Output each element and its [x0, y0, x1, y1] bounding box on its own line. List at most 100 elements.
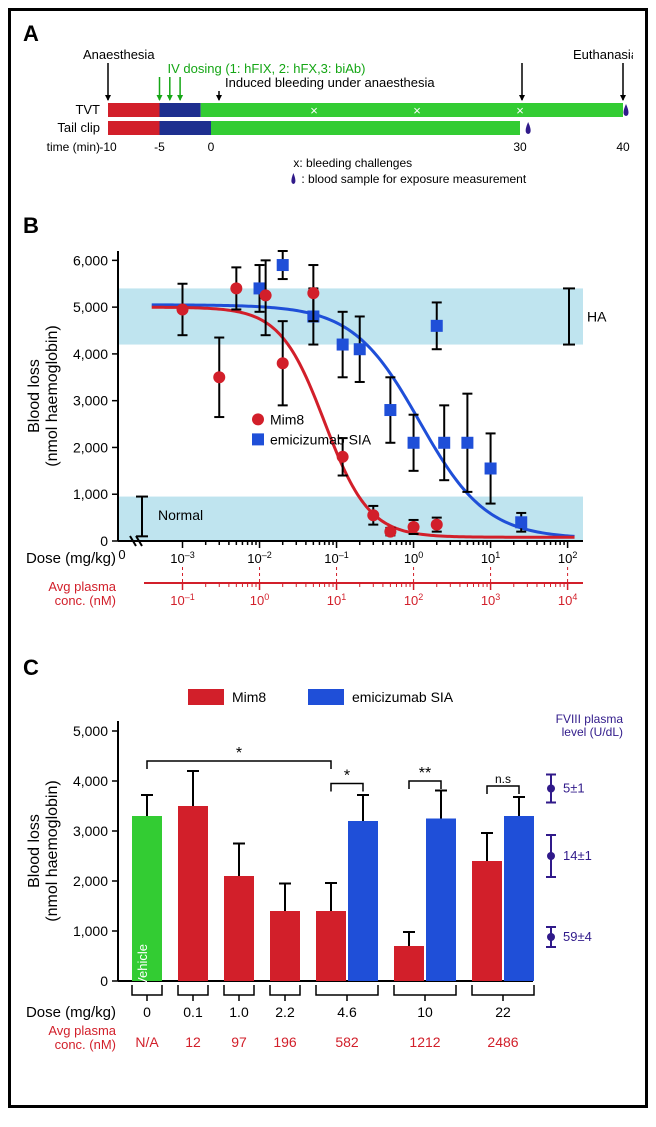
conc-tick-label: 104 [558, 592, 577, 608]
legend-mim8-label: Mim8 [270, 411, 304, 427]
group-bracket [394, 985, 456, 995]
mim8-point [277, 357, 289, 369]
blood-drop-icon [526, 122, 531, 134]
group-bracket [224, 985, 254, 995]
legend-mim8-label: Mim8 [232, 689, 266, 705]
y-tick-label: 3,000 [73, 823, 108, 839]
conc-value: N/A [135, 1034, 159, 1050]
sig-bracket [331, 784, 363, 792]
sig-label: * [236, 745, 242, 762]
bleed-challenge-x: × [516, 103, 524, 118]
x-tick-label: 10–1 [324, 550, 348, 566]
dose-tick-label: 2.2 [275, 1004, 295, 1020]
mim8-point [230, 282, 242, 294]
fviii-value: 59±4 [563, 929, 592, 944]
conc-axis-label: Avg plasmaconc. (nM) [48, 579, 116, 608]
panel-b-label: B [23, 213, 39, 238]
mim8-point [367, 509, 379, 521]
panel-b: B 01,0002,0003,0004,0005,0006,000Blood l… [23, 213, 633, 649]
conc-tick-label: 100 [250, 592, 269, 608]
label-anaesthesia: Anaesthesia [83, 47, 155, 62]
fviii-axis-label: FVIII plasmalevel (U/dL) [556, 712, 624, 739]
bar-mim8 [270, 911, 300, 981]
conc-value: 12 [185, 1034, 201, 1050]
sig-label: n.s [495, 772, 511, 786]
dose-axis-label: Dose (mg/kg) [26, 1004, 116, 1021]
conc-value: 1212 [409, 1034, 440, 1050]
ha-band [118, 288, 583, 344]
time-tick: -5 [154, 140, 165, 154]
group-bracket [270, 985, 300, 995]
time-tick: -10 [99, 140, 117, 154]
legend-emi-swatch [308, 689, 344, 705]
emi-point [408, 437, 420, 449]
timeline-segment [160, 103, 201, 117]
y-tick-label: 1,000 [73, 486, 108, 502]
group-bracket [472, 985, 534, 995]
sig-bracket [487, 786, 519, 794]
bar-mim8 [178, 806, 208, 981]
bar-mim8 [316, 911, 346, 981]
y-tick-label: 3,000 [73, 393, 108, 409]
x-tick-label: 102 [558, 550, 577, 566]
timeline-segment [108, 103, 160, 117]
timeline-segment [211, 121, 520, 135]
conc-axis-label: Avg plasmaconc. (nM) [48, 1023, 116, 1052]
time-tick: 40 [616, 140, 630, 154]
conc-tick-label: 103 [481, 592, 500, 608]
dose-tick-label: 4.6 [337, 1004, 357, 1020]
mim8-point [384, 526, 396, 538]
bar-mim8 [394, 946, 424, 981]
y-tick-label: 1,000 [73, 923, 108, 939]
fviii-value: 14±1 [563, 848, 592, 863]
emi-point [277, 259, 289, 271]
conc-tick-label: 102 [404, 592, 423, 608]
time-axis-label: time (min) [47, 140, 100, 154]
iv-arrowhead [167, 95, 173, 101]
fviii-value: 5±1 [563, 781, 585, 796]
dose-tick-label: 0.1 [183, 1004, 203, 1020]
y-tick-label: 4,000 [73, 346, 108, 362]
blood-drop-icon [291, 173, 295, 184]
bleed-challenge-x: × [413, 103, 421, 118]
y-axis-label: Blood loss(nmol haemoglobin) [26, 780, 61, 921]
emi-point [461, 437, 473, 449]
label-induced-bleeding: Induced bleeding under anaesthesia [225, 75, 435, 90]
fviii-point [547, 852, 555, 860]
dose-axis-label: Dose (mg/kg) [26, 550, 116, 567]
sig-label: ** [419, 765, 431, 782]
y-tick-label: 2,000 [73, 439, 108, 455]
row-tail-label: Tail clip [57, 120, 100, 135]
row-tvt-label: TVT [75, 102, 100, 117]
mim8-point [431, 519, 443, 531]
legend-mim8-swatch [188, 689, 224, 705]
panel-c-svg: Mim8emicizumab SIA01,0002,0003,0004,0005… [23, 681, 633, 1091]
arrowhead [216, 95, 222, 101]
group-bracket [178, 985, 208, 995]
panel-b-svg: 01,0002,0003,0004,0005,0006,000Blood los… [23, 239, 633, 649]
time-tick: 30 [513, 140, 527, 154]
arrowhead [620, 95, 626, 101]
panel-a-svg: AnaesthesiaIV dosing (1: hFIX, 2: hFX,3:… [23, 47, 633, 207]
panel-c: C Mim8emicizumab SIA01,0002,0003,0004,00… [23, 655, 633, 1091]
mim8-point [408, 521, 420, 533]
iv-arrowhead [157, 95, 163, 101]
mim8-point [213, 371, 225, 383]
timeline-segment [108, 121, 160, 135]
figure-container: A AnaesthesiaIV dosing (1: hFIX, 2: hFX,… [8, 8, 648, 1108]
x-tick-label: 101 [481, 550, 500, 566]
emi-point [485, 463, 497, 475]
sig-label: * [344, 768, 350, 785]
x-tick-label: 10–2 [247, 550, 271, 566]
y-tick-label: 5,000 [73, 299, 108, 315]
vehicle-label: Vehicle [135, 944, 150, 986]
emi-point [515, 516, 527, 528]
legend-emi-marker [252, 433, 264, 445]
mim8-point [337, 451, 349, 463]
conc-value: 2486 [487, 1034, 518, 1050]
x-zero-tick: 0 [118, 547, 125, 562]
group-bracket [316, 985, 378, 995]
fviii-point [547, 933, 555, 941]
dose-tick-label: 1.0 [229, 1004, 249, 1020]
dose-tick-label: 0 [143, 1004, 151, 1020]
